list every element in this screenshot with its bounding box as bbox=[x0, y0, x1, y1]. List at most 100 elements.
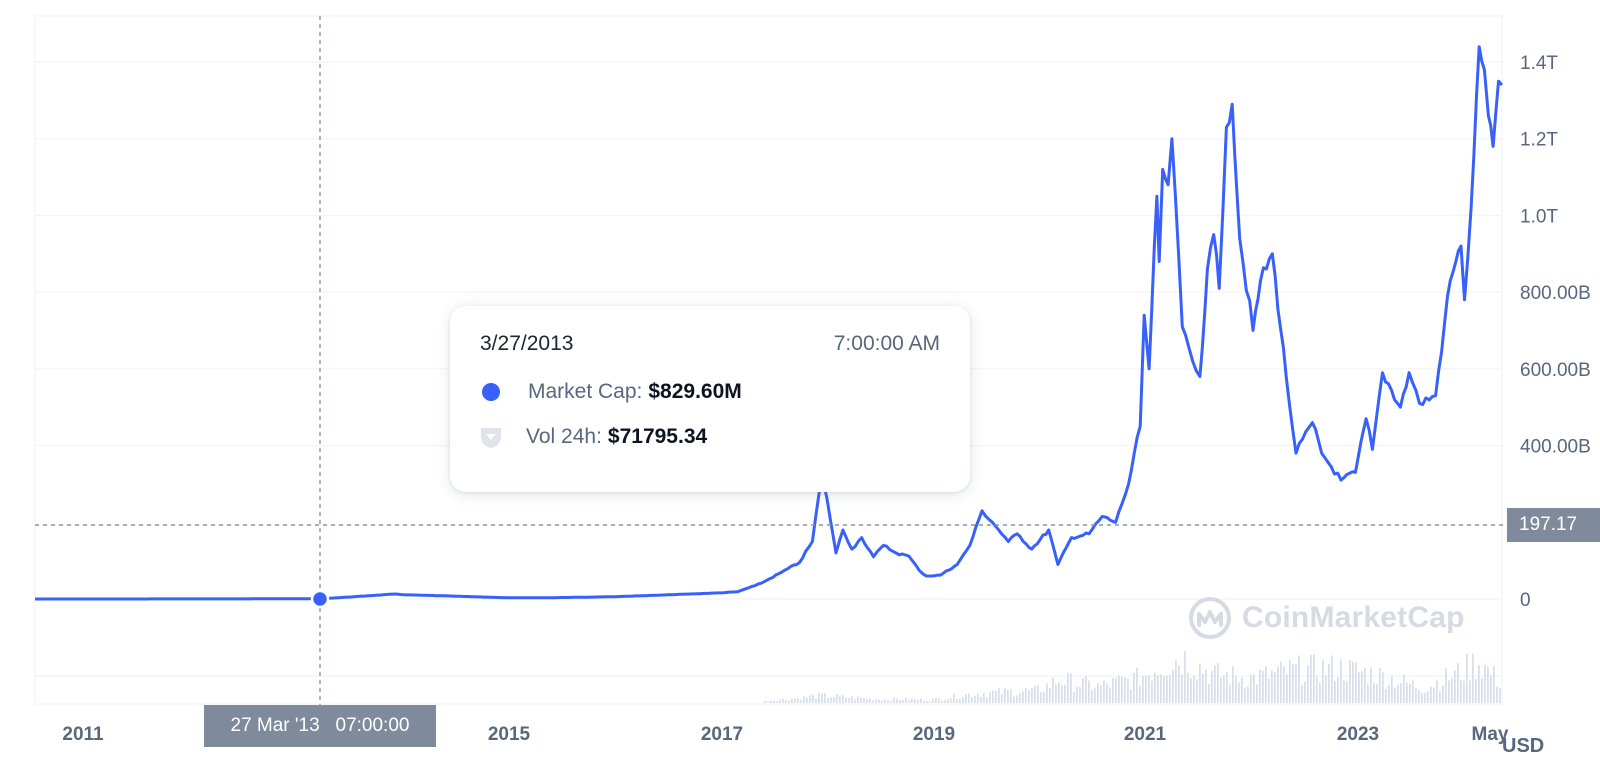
y-tick-label: 400.00B bbox=[1520, 437, 1591, 458]
volume-bar bbox=[1079, 686, 1081, 703]
volume-bar bbox=[869, 698, 871, 703]
volume-bar bbox=[995, 690, 997, 703]
volume-bar bbox=[1067, 673, 1069, 703]
volume-bar bbox=[878, 699, 880, 703]
volume-bar bbox=[830, 697, 832, 703]
volume-bar bbox=[1445, 668, 1447, 703]
tooltip-vol-label: Vol 24h: bbox=[526, 425, 602, 448]
volume-bar bbox=[1394, 687, 1396, 703]
volume-bar bbox=[1070, 673, 1072, 703]
volume-bar bbox=[914, 699, 916, 703]
volume-bar bbox=[890, 700, 892, 703]
volume-bar bbox=[893, 697, 895, 703]
volume-bar bbox=[851, 696, 853, 703]
x-tick-label: 2023 bbox=[1337, 724, 1379, 745]
volume-bar bbox=[1391, 676, 1393, 703]
volume-bar bbox=[1433, 687, 1435, 703]
hover-point[interactable] bbox=[310, 589, 330, 609]
volume-bar bbox=[1196, 679, 1198, 703]
volume-bar bbox=[1292, 663, 1294, 703]
volume-bar bbox=[1223, 675, 1225, 703]
volume-bar bbox=[1235, 675, 1237, 703]
volume-bar bbox=[1469, 680, 1471, 703]
volume-bar bbox=[1475, 678, 1477, 703]
volume-bar bbox=[1019, 693, 1021, 703]
volume-bar bbox=[1175, 660, 1177, 703]
volume-bar bbox=[902, 700, 904, 703]
volume-bar bbox=[1130, 689, 1132, 703]
volume-bar bbox=[1172, 669, 1174, 703]
volume-bars bbox=[764, 651, 1501, 703]
volume-bar bbox=[1052, 677, 1054, 703]
volume-bar bbox=[1169, 674, 1171, 703]
volume-bar bbox=[1295, 663, 1297, 703]
volume-bar bbox=[1334, 681, 1336, 703]
volume-bar bbox=[1136, 667, 1138, 703]
volume-bar bbox=[1244, 687, 1246, 703]
volume-bar bbox=[1310, 654, 1312, 703]
volume-bar bbox=[1160, 674, 1162, 703]
volume-bar bbox=[1277, 666, 1279, 703]
volume-bar bbox=[1202, 673, 1204, 703]
volume-bar bbox=[989, 692, 991, 703]
tooltip-vol-value: $71795.34 bbox=[607, 425, 708, 448]
volume-bar bbox=[1271, 670, 1273, 703]
volume-bar bbox=[929, 701, 931, 703]
volume-bar bbox=[1112, 678, 1114, 703]
chart-tooltip: 3/27/2013 7:00:00 AM Market Cap: $829.60… bbox=[450, 306, 970, 492]
volume-bar bbox=[1124, 677, 1126, 703]
volume-bar bbox=[1226, 672, 1228, 703]
y-tick-label: 600.00B bbox=[1520, 360, 1591, 381]
volume-bar bbox=[905, 697, 907, 703]
volume-bar bbox=[1073, 691, 1075, 703]
volume-bar bbox=[887, 700, 889, 703]
volume-bar bbox=[941, 700, 943, 703]
volume-bar bbox=[1025, 688, 1027, 703]
volume-bar bbox=[803, 695, 805, 703]
volume-bar bbox=[1085, 676, 1087, 703]
volume-bar bbox=[1106, 683, 1108, 703]
volume-bar bbox=[821, 693, 823, 703]
volume-bar bbox=[776, 701, 778, 703]
volume-bar bbox=[1376, 684, 1378, 703]
volume-bar bbox=[1199, 664, 1201, 703]
volume-bar bbox=[1157, 675, 1159, 703]
volume-bar bbox=[1409, 683, 1411, 703]
volume-bar bbox=[791, 698, 793, 703]
volume-bar bbox=[1184, 651, 1186, 703]
volume-bar bbox=[1034, 685, 1036, 703]
volume-bar bbox=[1088, 680, 1090, 703]
volume-bar bbox=[947, 699, 949, 703]
volume-bar bbox=[1385, 688, 1387, 703]
volume-bar bbox=[1346, 681, 1348, 703]
x-tick-label: 2017 bbox=[701, 724, 743, 745]
volume-bar bbox=[866, 699, 868, 703]
volume-bar bbox=[872, 700, 874, 703]
volume-bar bbox=[800, 700, 802, 703]
volume-bar bbox=[1187, 672, 1189, 703]
volume-bar bbox=[971, 697, 973, 703]
plot-frame bbox=[34, 15, 1503, 705]
volume-bar bbox=[1421, 692, 1423, 703]
volume-bar bbox=[1418, 689, 1420, 703]
volume-bar bbox=[1274, 672, 1276, 703]
volume-bar bbox=[1343, 680, 1345, 703]
volume-bar bbox=[1151, 680, 1153, 703]
volume-bar bbox=[998, 687, 1000, 703]
volume-bar bbox=[1439, 691, 1441, 703]
volume-bar bbox=[1229, 684, 1231, 703]
volume-bar bbox=[938, 698, 940, 703]
volume-bar bbox=[1289, 660, 1291, 703]
volume-bar bbox=[1316, 676, 1318, 703]
volume-bar bbox=[767, 701, 769, 703]
volume-bar bbox=[1145, 675, 1147, 703]
volume-bar bbox=[1499, 688, 1501, 703]
volume-bar bbox=[1133, 672, 1135, 703]
volume-bar bbox=[1181, 674, 1183, 703]
volume-bar bbox=[1481, 678, 1483, 703]
market-cap-line[interactable] bbox=[35, 45, 1504, 601]
volume-bar bbox=[875, 699, 877, 703]
volume-bar bbox=[1400, 683, 1402, 703]
volume-bar bbox=[1211, 670, 1213, 703]
